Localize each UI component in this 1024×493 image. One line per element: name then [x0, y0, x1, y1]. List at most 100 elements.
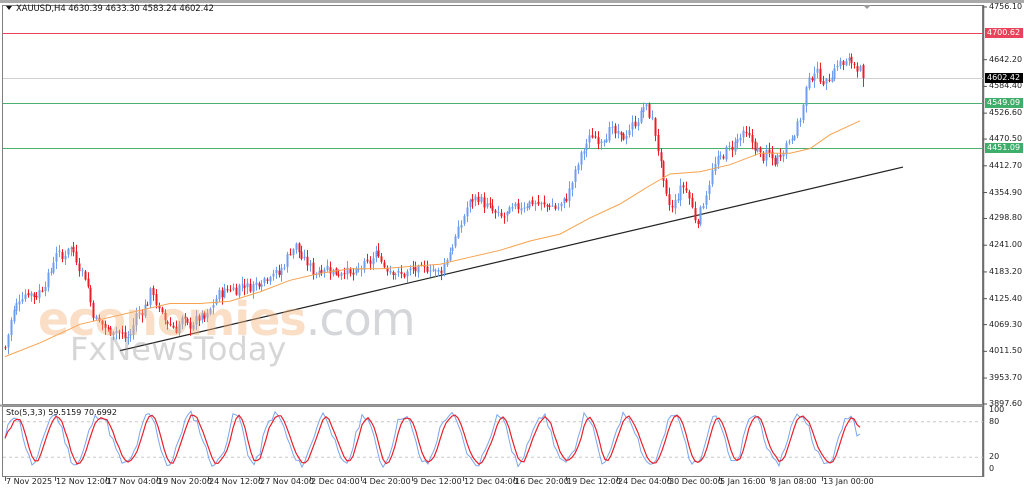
price-tick-label: 4241.00: [989, 240, 1023, 250]
candle-bear: [685, 188, 688, 191]
candle-bull: [127, 336, 130, 338]
stochastic-tick-label: 0: [989, 464, 995, 473]
candle-bull: [95, 316, 98, 319]
candle-bull: [275, 270, 278, 274]
candle-bull: [677, 199, 680, 201]
candle-bull: [785, 143, 788, 155]
candle-bull: [295, 243, 298, 250]
candle-bull: [357, 268, 360, 270]
candle-bear: [243, 285, 246, 288]
candle-bear: [186, 318, 189, 323]
candle-bull: [611, 126, 614, 128]
candle-bear: [349, 269, 352, 274]
candle-bull: [309, 263, 312, 266]
candle-bear: [366, 259, 369, 262]
candle-bull: [434, 270, 437, 272]
time-tick-label: 27 Nov 04:00: [260, 477, 314, 486]
candle-bear: [226, 289, 229, 291]
candle-bull: [765, 149, 768, 161]
candle-bear: [597, 137, 600, 145]
candle-bear: [565, 198, 568, 201]
candle-bear: [537, 201, 540, 205]
candle-bear: [164, 312, 167, 321]
candle-bear: [158, 305, 161, 309]
candle-bull: [719, 155, 722, 157]
candle-bull: [825, 78, 828, 84]
candle-bull: [212, 304, 215, 308]
candle-bear: [665, 180, 668, 194]
candle-bear: [697, 220, 700, 224]
candle-bull: [625, 136, 628, 139]
time-tick-label: 12 Nov 12:00: [56, 477, 110, 486]
candle-bull: [540, 202, 543, 204]
price-tick-label: 4756.10: [989, 2, 1023, 11]
trendline[interactable]: [119, 166, 904, 352]
candle-bull: [303, 256, 306, 259]
candle-bull: [232, 287, 235, 290]
candle-bear: [383, 262, 386, 268]
candle-bear: [75, 251, 78, 263]
candle-bull: [332, 269, 335, 275]
candle-bear: [306, 256, 309, 266]
candle-bull: [526, 206, 529, 209]
candle-bull: [44, 286, 47, 292]
candle-bear: [500, 212, 503, 217]
candle-bear: [691, 197, 694, 208]
candle-bear: [124, 332, 127, 339]
candle-bear: [107, 327, 110, 329]
candle-bull: [181, 317, 184, 325]
candle-bull: [223, 288, 226, 298]
candle-bear: [329, 267, 332, 274]
price-tick-label: 4011.50: [989, 346, 1023, 356]
candle-bull: [617, 131, 620, 134]
candle-bull: [508, 207, 511, 213]
candle-bear: [751, 134, 754, 143]
candle-bull: [574, 169, 577, 182]
candle-bull: [13, 309, 16, 322]
chart-shift-marker-icon[interactable]: [863, 5, 871, 9]
candle-bull: [195, 316, 198, 325]
candle-bull: [149, 288, 152, 305]
candle-bear: [377, 250, 380, 257]
candle-bear: [554, 205, 557, 209]
candle-bear: [668, 194, 671, 206]
candle-bull: [802, 104, 805, 121]
candle-bear: [745, 131, 748, 134]
candle-bear: [369, 260, 372, 264]
candle-bear: [426, 266, 429, 272]
time-tick-label: 24 Nov 12:00: [209, 477, 263, 486]
candle-bear: [337, 274, 340, 276]
candle-bull: [651, 117, 654, 119]
candle-bear: [221, 290, 224, 298]
candle-bull: [443, 263, 446, 274]
watermark-text-main: economies: [38, 292, 307, 346]
candle-bull: [514, 203, 517, 207]
candle-bull: [406, 271, 409, 277]
candle-bull: [859, 66, 862, 71]
candle-bear: [503, 216, 506, 218]
candle-bear: [811, 78, 814, 81]
candle-bull: [437, 269, 440, 272]
candle-bull: [736, 139, 739, 143]
candle-bull: [605, 139, 608, 142]
candle-bull: [272, 273, 275, 277]
candle-bull: [451, 247, 454, 252]
candle-bear: [78, 263, 81, 272]
dropdown-triangle-icon[interactable]: [6, 6, 12, 10]
candle-bear: [822, 81, 825, 85]
candle-bull: [506, 211, 509, 216]
candle-bear: [400, 271, 403, 274]
candle-bear: [87, 278, 90, 287]
candle-bull: [551, 205, 554, 207]
price-tick-label: 3953.70: [989, 373, 1023, 383]
candle-bear: [412, 267, 415, 269]
candle-bull: [432, 269, 435, 271]
candle-bull: [585, 143, 588, 151]
chart-header[interactable]: XAUUSD,H4 4630.39 4633.30 4583.24 4602.4…: [6, 4, 214, 14]
candle-bear: [543, 202, 546, 205]
candle-bull: [7, 334, 10, 348]
candle-bull: [363, 261, 366, 270]
candle-bear: [682, 185, 685, 188]
price-tick-label: 4069.30: [989, 319, 1023, 329]
